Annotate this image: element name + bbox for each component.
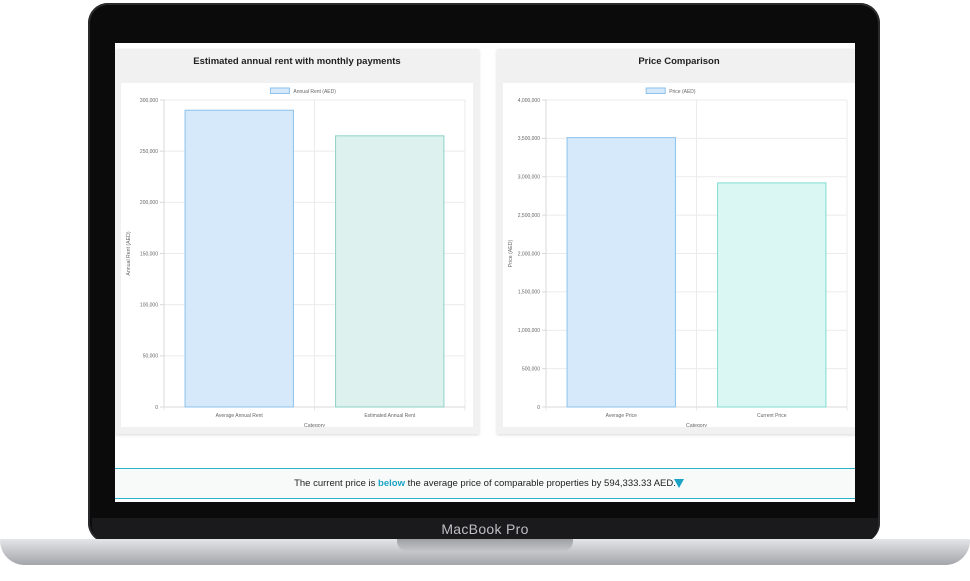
x-tick-label: Current Price: [757, 413, 787, 419]
rent-chart-card: Estimated annual rent with monthly payme…: [115, 49, 479, 434]
brand-label: MacBook Pro: [441, 521, 529, 537]
price-chart-svg: 4,000,000 3,500,000 3,000,000 2,500,000 2,00…: [508, 87, 848, 427]
triangle-down-icon: [674, 479, 684, 488]
banner-highlight: below: [378, 478, 405, 489]
y-tick-label: 250,000: [140, 149, 158, 155]
rent-chart-title: Estimated annual rent with monthly payme…: [193, 56, 401, 67]
y-tick-label: 3,500,000: [518, 136, 540, 142]
price-chart-plot: 4,000,000 3,500,000 3,000,000 2,500,000 2,00…: [503, 83, 855, 427]
laptop-notch: [397, 539, 573, 551]
bar-estimated-annual-rent: [335, 135, 445, 408]
bar-average-annual-rent: [184, 109, 294, 408]
screen: Estimated annual rent with monthly payme…: [115, 43, 855, 502]
legend-label: Annual Rent (AED): [293, 89, 336, 95]
y-axis-title: Price (AED): [508, 240, 514, 268]
x-tick-label: Average Price: [606, 413, 638, 419]
x-tick-label: Average Annual Rent: [216, 413, 264, 419]
y-tick-label: 150,000: [140, 251, 158, 257]
y-tick-label: 500,000: [522, 366, 540, 372]
banner-prefix: The current price is: [294, 478, 376, 489]
legend-swatch: [269, 87, 290, 94]
y-tick-label: 300,000: [140, 98, 158, 104]
rent-chart-plot: 300,000 250,000 200,000 150,000 100,000 50,00…: [121, 83, 473, 427]
y-tick-label: 100,000: [140, 302, 158, 308]
price-chart-title: Price Comparison: [638, 56, 720, 67]
bar-average-price: [566, 137, 676, 408]
y-tick-label: 0: [537, 405, 540, 411]
y-tick-label: 2,000,000: [518, 251, 540, 257]
y-tick-label: 200,000: [140, 200, 158, 206]
price-chart-card: Price Comparison 4,000,000 3,500,000 3,000…: [497, 49, 855, 434]
rent-chart-svg: 300,000 250,000 200,000 150,000 100,000 50,00…: [126, 87, 466, 427]
y-tick-label: 3,000,000: [518, 175, 540, 181]
legend-label: Price (AED): [669, 89, 696, 95]
y-tick-label: 4,000,000: [518, 98, 540, 104]
x-tick-label: Estimated Annual Rent: [364, 413, 415, 419]
y-tick-label: 1,000,000: [518, 328, 540, 334]
y-tick-label: 0: [155, 405, 158, 411]
y-tick-label: 1,500,000: [518, 290, 540, 296]
y-axis-title: Annual Rent (AED): [126, 231, 132, 275]
banner-suffix: the average price of comparable properti…: [407, 478, 676, 489]
laptop-chin: [92, 518, 878, 542]
legend-swatch: [645, 87, 666, 94]
bar-current-price: [717, 182, 827, 408]
price-comparison-banner: The current price is below the average p…: [115, 468, 855, 499]
x-axis-title: Category: [304, 423, 325, 427]
y-tick-label: 50,000: [143, 354, 159, 360]
banner-text: The current price is below the average p…: [115, 478, 855, 489]
y-tick-label: 2,500,000: [518, 213, 540, 219]
x-axis-title: Category: [686, 423, 707, 427]
